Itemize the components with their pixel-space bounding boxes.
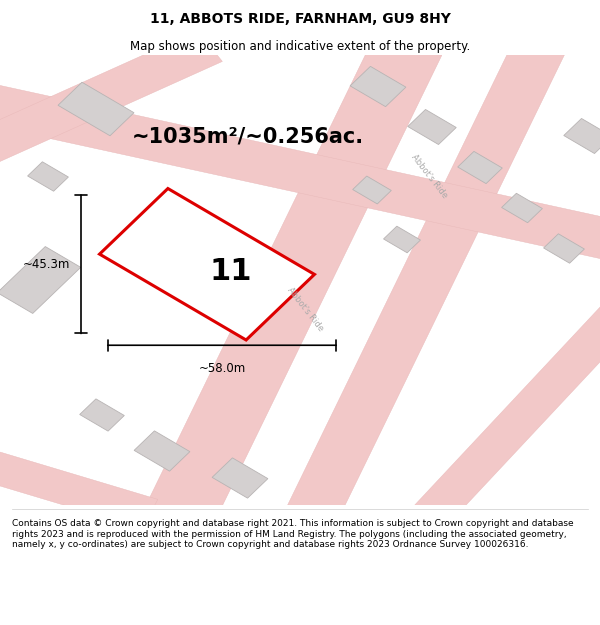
Text: ~58.0m: ~58.0m	[199, 362, 245, 376]
Polygon shape	[212, 458, 268, 498]
Polygon shape	[502, 193, 542, 222]
Polygon shape	[100, 189, 314, 340]
Polygon shape	[287, 39, 565, 521]
Polygon shape	[146, 37, 442, 523]
Text: ~1035m²/~0.256ac.: ~1035m²/~0.256ac.	[132, 126, 364, 146]
Polygon shape	[0, 31, 223, 169]
Polygon shape	[408, 109, 456, 144]
Text: Abbot's Ride: Abbot's Ride	[409, 153, 449, 200]
Text: 11: 11	[210, 256, 252, 286]
Polygon shape	[564, 119, 600, 154]
Polygon shape	[544, 234, 584, 263]
Polygon shape	[0, 246, 81, 314]
Text: ~45.3m: ~45.3m	[23, 258, 70, 271]
Text: Abbot's Ride: Abbot's Ride	[285, 286, 325, 333]
Polygon shape	[0, 446, 158, 529]
Polygon shape	[353, 176, 391, 204]
Text: Contains OS data © Crown copyright and database right 2021. This information is : Contains OS data © Crown copyright and d…	[12, 519, 574, 549]
Polygon shape	[458, 151, 502, 184]
Polygon shape	[350, 66, 406, 107]
Polygon shape	[415, 294, 600, 523]
Polygon shape	[134, 431, 190, 471]
Polygon shape	[28, 162, 68, 191]
Polygon shape	[0, 81, 600, 264]
Polygon shape	[383, 226, 421, 253]
Polygon shape	[80, 399, 124, 431]
Text: 11, ABBOTS RIDE, FARNHAM, GU9 8HY: 11, ABBOTS RIDE, FARNHAM, GU9 8HY	[149, 12, 451, 26]
Polygon shape	[58, 82, 134, 136]
Text: Map shows position and indicative extent of the property.: Map shows position and indicative extent…	[130, 39, 470, 52]
